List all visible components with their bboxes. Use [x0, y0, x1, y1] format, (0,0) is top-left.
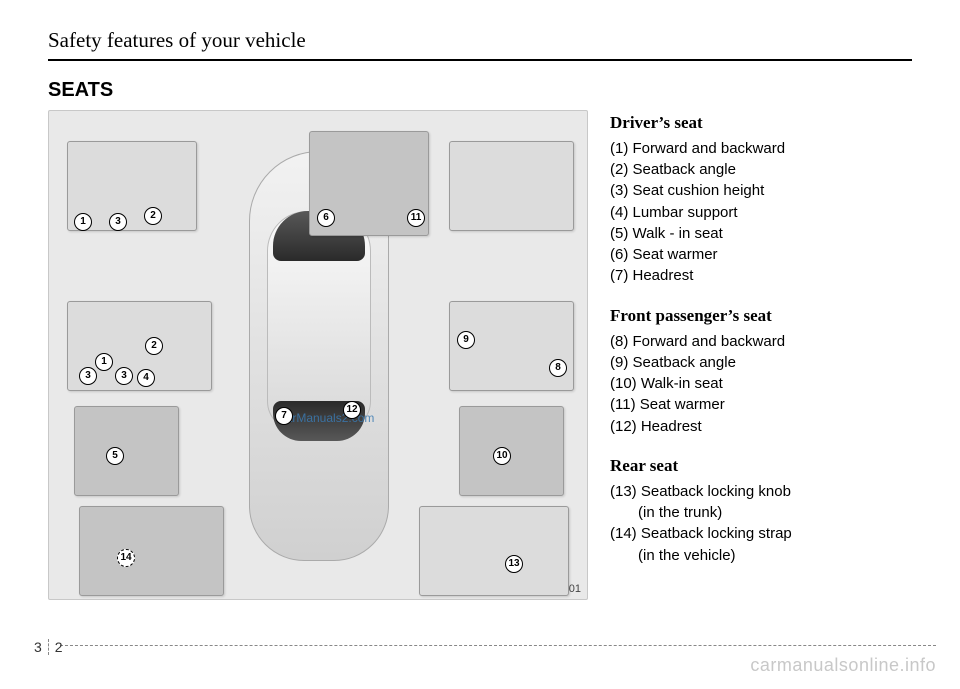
diagram-number-badge: 9 [457, 331, 475, 349]
diagram-number-badge: 1 [74, 213, 92, 231]
legend-item: (4) Lumbar support [610, 203, 912, 223]
legend-item: (in the trunk) [610, 503, 912, 523]
page-number: 2 [49, 639, 69, 655]
diagram-number-badge: 6 [317, 209, 335, 227]
diagram-number-badge: 13 [505, 555, 523, 573]
legend-subhead: Front passenger’s seat [610, 305, 912, 328]
diagram-number-badge: 3 [79, 367, 97, 385]
site-watermark: carmanualsonline.info [750, 655, 936, 676]
diagram-number-badge: 2 [144, 207, 162, 225]
legend-subhead: Rear seat [610, 455, 912, 478]
legend-group: Driver’s seat (1) Forward and backward(2)… [610, 112, 912, 287]
diagram-number-badge: 3 [109, 213, 127, 231]
manual-page: Safety features of your vehicle SEATS Ca… [0, 0, 960, 689]
diagram-inset [459, 406, 564, 496]
diagram-number-badge: 10 [493, 447, 511, 465]
legend-item: (10) Walk-in seat [610, 374, 912, 394]
diagram-number-badge: 2 [145, 337, 163, 355]
legend-item: (11) Seat warmer [610, 395, 912, 415]
diagram-number-badge: 3 [115, 367, 133, 385]
legend-item: (6) Seat warmer [610, 245, 912, 265]
diagram-number-badge: 1 [95, 353, 113, 371]
legend-item: (2) Seatback angle [610, 160, 912, 180]
legend-item: (3) Seat cushion height [610, 181, 912, 201]
diagram-inset [449, 141, 574, 231]
diagram-inset [79, 506, 224, 596]
legend-item: (1) Forward and backward [610, 139, 912, 159]
legend-item: (13) Seatback locking knob [610, 482, 912, 502]
seats-diagram: CarManuals2.com OBK032001 13261113324985… [48, 110, 588, 600]
footer-divider [60, 645, 936, 646]
legend-item: (in the vehicle) [610, 546, 912, 566]
diagram-number-badge: 5 [106, 447, 124, 465]
content-row: CarManuals2.com OBK032001 13261113324985… [48, 110, 912, 600]
page-number-box: 3 2 [28, 639, 69, 655]
diagram-number-badge: 14 [117, 549, 135, 567]
legend-group: Front passenger’s seat (8) Forward and ba… [610, 305, 912, 437]
legend-subhead: Driver’s seat [610, 112, 912, 135]
seats-legend: Driver’s seat (1) Forward and backward(2)… [610, 110, 912, 600]
legend-item: (14) Seatback locking strap [610, 524, 912, 544]
header-title: Safety features of your vehicle [48, 28, 316, 53]
page-footer: 3 2 carmanualsonline.info [0, 645, 960, 689]
diagram-number-badge: 12 [343, 401, 361, 419]
header: Safety features of your vehicle [48, 28, 912, 61]
legend-item: (12) Headrest [610, 417, 912, 437]
diagram-number-badge: 4 [137, 369, 155, 387]
legend-item: (8) Forward and backward [610, 332, 912, 352]
chapter-number: 3 [28, 639, 49, 655]
legend-item: (7) Headrest [610, 266, 912, 286]
diagram-number-badge: 7 [275, 407, 293, 425]
section-title: SEATS [48, 79, 912, 102]
diagram-inset [74, 406, 179, 496]
legend-group: Rear seat(13) Seatback locking knob(in t… [610, 455, 912, 566]
legend-item: (9) Seatback angle [610, 353, 912, 373]
diagram-number-badge: 8 [549, 359, 567, 377]
legend-item: (5) Walk - in seat [610, 224, 912, 244]
diagram-number-badge: 11 [407, 209, 425, 227]
diagram-inset [419, 506, 569, 596]
